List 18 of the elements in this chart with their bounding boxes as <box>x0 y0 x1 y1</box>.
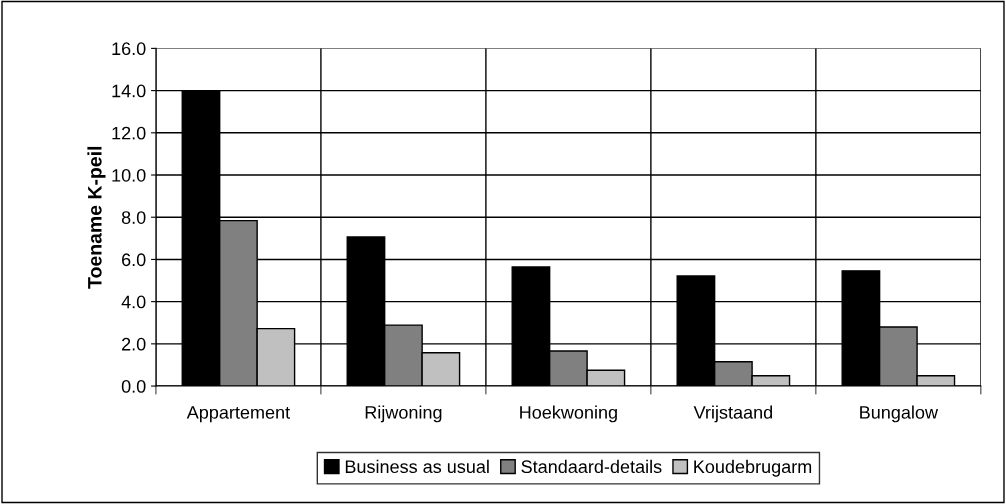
legend-label: Koudebrugarm <box>694 459 812 477</box>
y-tick-label: 10.0 <box>112 168 146 182</box>
x-tick-label: Rijwoning <box>365 405 442 423</box>
x-tick-label: Hoekwoning <box>520 405 617 423</box>
y-tick-label: 8.0 <box>121 211 146 224</box>
y-tick-label: 14.0 <box>112 84 146 98</box>
y-tick-label: 4.0 <box>121 295 146 309</box>
x-tick-label: Appartement <box>186 406 290 423</box>
legend-label: Business as usual <box>345 459 489 474</box>
x-tick-label: Bungalow <box>860 405 939 423</box>
y-tick-label: 6.0 <box>122 253 146 267</box>
legend-label: Standaard-details <box>521 459 662 474</box>
y-tick-label: 12.0 <box>112 126 146 140</box>
y-axis-title: Toename K-peil <box>87 146 106 289</box>
y-tick-label: 2.0 <box>122 337 146 351</box>
y-tick-label: 0.0 <box>121 380 146 393</box>
y-tick-label: 16.0 <box>112 42 146 56</box>
x-tick-label: Vrijstaand <box>693 405 773 423</box>
